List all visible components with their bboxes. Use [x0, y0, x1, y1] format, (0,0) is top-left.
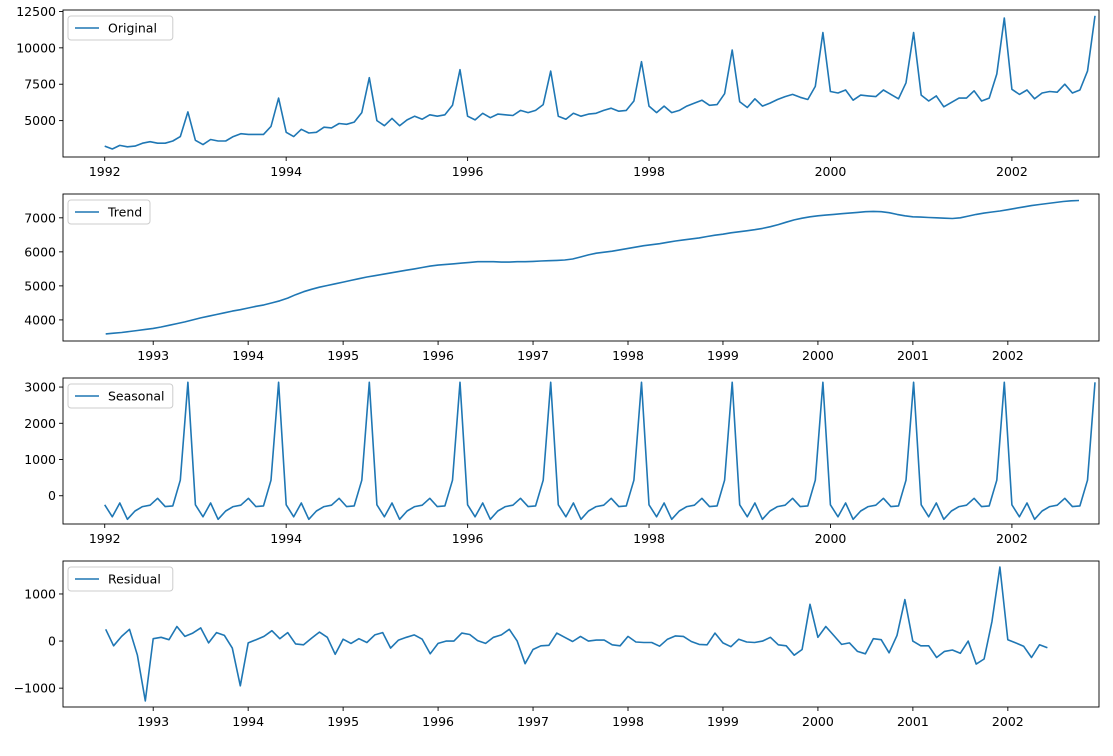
original-panel: 1992 1994 1996 1998 2000 2002 5000 7500 10000 125…	[16, 4, 1100, 179]
original-legend-label: Original	[108, 21, 157, 36]
seasonal-legend-label: Seasonal	[108, 389, 165, 404]
original-x-tick-label: 2002	[996, 164, 1028, 179]
trend-y-tick-label: 6000	[24, 244, 56, 259]
residual-y-tick-label: −1000	[14, 681, 56, 696]
seasonal-legend-box	[67, 383, 174, 409]
seasonal-panel: 1992 1994 1996 1998 2000 2002 0 1000 2000 3000 Sea…	[24, 377, 1100, 546]
residual-x-tick-label: 1994	[232, 714, 264, 729]
seasonal-x-tick-label: 1994	[270, 531, 302, 546]
seasonal-y-tick-label: 2000	[24, 416, 56, 431]
trend-x-tick-label: 1994	[232, 348, 264, 363]
trend-y-tick-label: 5000	[24, 278, 56, 293]
seasonal-x-tick-label: 1996	[452, 531, 484, 546]
seasonal-y-tick-label: 0	[48, 488, 56, 503]
original-x-tick-label: 1992	[89, 164, 121, 179]
trend-x-tick-label: 1998	[612, 348, 644, 363]
trend-x-tick-label: 1999	[707, 348, 739, 363]
original-series-line	[104, 15, 1096, 150]
trend-x-tick-label: 2000	[802, 348, 834, 363]
trend-axes-frame	[62, 193, 1100, 342]
trend-x-tick-label: 2002	[992, 348, 1024, 363]
original-axes-frame	[62, 9, 1100, 158]
trend-x-tick-label: 2001	[897, 348, 929, 363]
seasonal-y-tick-label: 3000	[24, 380, 56, 395]
original-legend-box	[67, 15, 174, 41]
seasonal-x-tick-label: 2000	[815, 531, 847, 546]
residual-x-tick-label: 1998	[612, 714, 644, 729]
residual-legend-label: Residual	[108, 572, 161, 587]
residual-axes-frame	[62, 560, 1100, 708]
residual-x-tick-label: 1996	[422, 714, 454, 729]
original-y-tick-label: 10000	[16, 40, 56, 55]
trend-legend-label: Trend	[107, 205, 142, 220]
residual-x-tick-label: 2002	[992, 714, 1024, 729]
trend-x-tick-label: 1993	[137, 348, 169, 363]
trend-series-line	[105, 199, 1080, 335]
trend-x-tick-label: 1996	[422, 348, 454, 363]
original-x-tick-label: 1994	[270, 164, 302, 179]
trend-panel: 1993 1994 1995 1996 1997 1998 1999 2000 2001 2002…	[24, 193, 1100, 363]
residual-x-tick-label: 1997	[517, 714, 549, 729]
seasonal-series-line	[104, 381, 1096, 521]
seasonal-x-tick-label: 2002	[996, 531, 1028, 546]
original-x-tick-label: 1998	[633, 164, 665, 179]
original-y-tick-label: 5000	[24, 113, 56, 128]
residual-x-tick-label: 2001	[897, 714, 929, 729]
residual-y-tick-label: 0	[48, 634, 56, 649]
residual-x-tick-label: 1995	[327, 714, 359, 729]
original-x-tick-label: 1996	[452, 164, 484, 179]
seasonal-axes-frame	[62, 377, 1100, 525]
residual-series-line	[104, 566, 1048, 702]
residual-legend: Residual	[67, 566, 174, 592]
residual-x-tick-label: 2000	[802, 714, 834, 729]
trend-y-tick-label: 7000	[24, 210, 56, 225]
trend-x-tick-label: 1995	[327, 348, 359, 363]
trend-y-tick-label: 4000	[24, 312, 56, 327]
seasonal-legend: Seasonal	[67, 383, 174, 409]
residual-panel: 1993 1994 1995 1996 1997 1998 1999 2000 2001 2002…	[14, 560, 1100, 729]
trend-legend: Trend	[67, 199, 151, 225]
original-x-tick-label: 2000	[815, 164, 847, 179]
trend-x-tick-label: 1997	[517, 348, 549, 363]
original-legend: Original	[67, 15, 174, 41]
trend-legend-box	[67, 199, 151, 225]
seasonal-x-tick-label: 1998	[633, 531, 665, 546]
residual-x-tick-label: 1993	[137, 714, 169, 729]
original-y-tick-label: 12500	[16, 4, 56, 19]
seasonal-x-tick-label: 1992	[89, 531, 121, 546]
residual-x-tick-label: 1999	[707, 714, 739, 729]
residual-y-tick-label: 1000	[24, 586, 56, 601]
original-y-tick-label: 7500	[24, 77, 56, 92]
residual-legend-box	[67, 566, 174, 592]
seasonal-y-tick-label: 1000	[24, 452, 56, 467]
